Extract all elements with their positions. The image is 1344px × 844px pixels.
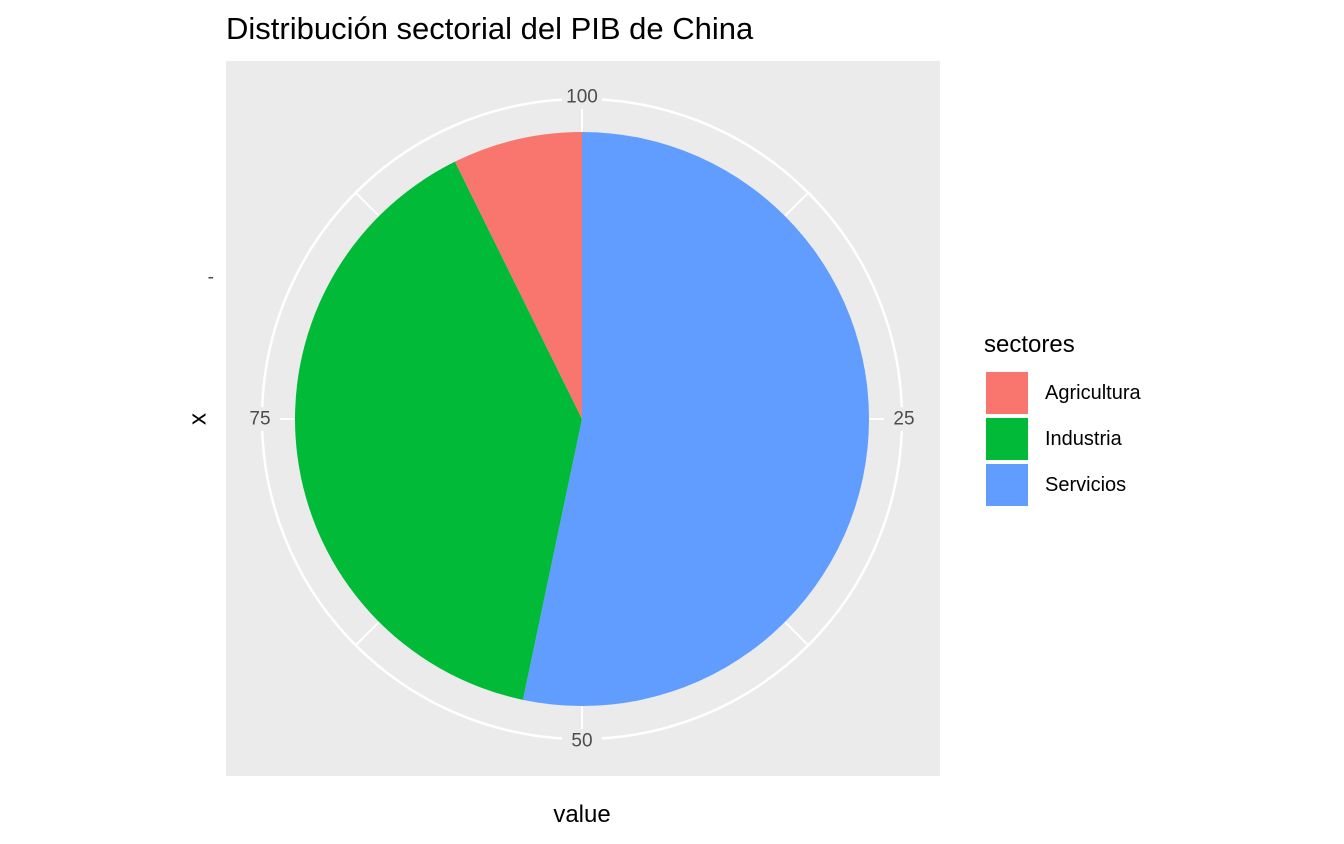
legend-label-servicios: Servicios	[1045, 474, 1126, 496]
pie-slice-servicios	[522, 132, 869, 706]
theta-tick-label: 25	[893, 409, 914, 430]
legend-label-industria: Industria	[1045, 428, 1123, 450]
pie-slice-industria	[294, 161, 582, 700]
pie-slices	[294, 132, 869, 706]
theta-tick-label-background	[884, 407, 924, 431]
theta-tick-label: 100	[566, 87, 598, 108]
legend-key-servicios	[984, 462, 1030, 508]
theta-tick-label-background	[562, 85, 602, 109]
theta-tick-label-background	[562, 729, 602, 753]
theta-tick-label: 75	[249, 409, 270, 430]
legend-label-agricultura: Agricultura	[1045, 382, 1141, 404]
theta-tick-labels: 100 25 50 75	[240, 85, 924, 753]
y-tick-label: -	[208, 267, 214, 288]
legend-key-industria	[984, 416, 1030, 462]
pie-slice-agricultura	[454, 132, 582, 419]
chart-title: Distribución sectorial del PIB de China	[226, 11, 754, 46]
theta-tick-label: 50	[571, 731, 592, 752]
legend-title: sectores	[984, 331, 1075, 358]
y-axis-title: x	[185, 413, 212, 425]
legend-key-agricultura	[984, 370, 1030, 416]
x-axis-title: value	[553, 801, 610, 828]
theta-tick-label-background	[240, 407, 280, 431]
legend: Agricultura Industria Servicios	[984, 370, 1141, 508]
